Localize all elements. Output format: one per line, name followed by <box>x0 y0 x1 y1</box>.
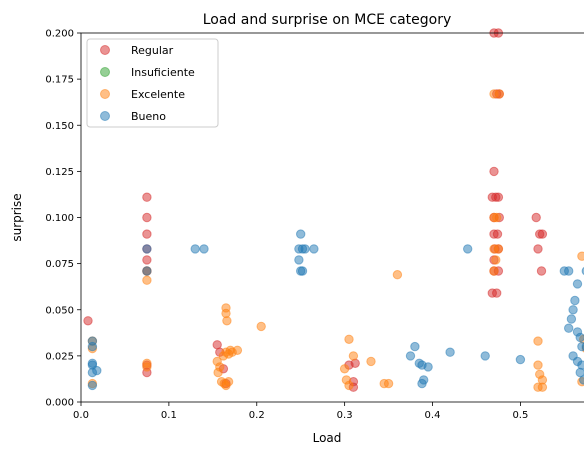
data-point <box>493 213 501 221</box>
data-point <box>367 357 375 365</box>
data-point <box>565 267 573 275</box>
data-point <box>143 213 151 221</box>
data-point <box>578 252 584 260</box>
data-point <box>411 342 419 350</box>
legend-marker <box>101 112 110 121</box>
data-point <box>214 368 222 376</box>
legend: Regular Insuficiente Excelente Bueno <box>87 39 218 127</box>
y-tick-label: 0.050 <box>45 305 74 316</box>
data-point <box>493 289 501 297</box>
data-point <box>464 245 472 253</box>
legend-label: Insuficiente <box>131 66 195 79</box>
data-point <box>224 378 232 386</box>
data-point <box>580 376 584 384</box>
data-point <box>345 381 353 389</box>
data-point <box>406 352 414 360</box>
data-point <box>567 315 575 323</box>
data-point <box>233 346 241 354</box>
data-point <box>573 280 581 288</box>
y-tick-label: 0.150 <box>45 121 74 132</box>
y-tick-label: 0.125 <box>45 167 74 178</box>
data-point <box>537 267 545 275</box>
data-point <box>534 337 542 345</box>
x-tick-label: 0.4 <box>425 410 441 421</box>
data-point <box>301 245 309 253</box>
data-point <box>534 245 542 253</box>
data-point <box>384 379 392 387</box>
x-tick-label: 0.3 <box>337 410 353 421</box>
data-point <box>297 230 305 238</box>
data-point <box>532 213 540 221</box>
data-point <box>424 363 432 371</box>
data-point <box>143 193 151 201</box>
data-point <box>565 324 573 332</box>
data-point <box>492 256 500 264</box>
x-tick-label: 0.0 <box>73 410 89 421</box>
x-tick-label: 0.1 <box>161 410 177 421</box>
data-point <box>418 379 426 387</box>
data-point <box>295 256 303 264</box>
legend-marker <box>101 90 110 99</box>
y-tick-label: 0.175 <box>45 75 74 86</box>
data-point <box>349 352 357 360</box>
data-point <box>93 366 101 374</box>
data-point <box>393 271 401 279</box>
data-point <box>494 193 502 201</box>
data-point <box>494 245 502 253</box>
x-axis-label: Load <box>313 431 342 445</box>
data-point <box>88 342 96 350</box>
y-tick-label: 0.100 <box>45 213 74 224</box>
data-point <box>200 245 208 253</box>
legend-label: Excelente <box>131 88 185 101</box>
data-point <box>538 383 546 391</box>
y-tick-label: 0.000 <box>45 398 74 409</box>
data-point <box>571 296 579 304</box>
data-point <box>345 335 353 343</box>
data-point <box>446 348 454 356</box>
y-tick-label: 0.200 <box>45 29 74 40</box>
data-point <box>191 245 199 253</box>
data-point <box>143 276 151 284</box>
data-point <box>495 90 503 98</box>
x-tick-label: 0.5 <box>512 410 528 421</box>
data-point <box>223 317 231 325</box>
data-point <box>298 267 306 275</box>
legend-marker <box>101 46 110 55</box>
legend-label: Bueno <box>131 110 166 123</box>
y-tick-label: 0.075 <box>45 259 74 270</box>
data-point <box>88 381 96 389</box>
x-tick-label: 0.2 <box>249 410 265 421</box>
data-point <box>143 363 151 371</box>
data-point <box>257 322 265 330</box>
y-axis-label: surprise <box>10 193 24 241</box>
data-point <box>576 333 584 341</box>
data-point <box>534 361 542 369</box>
data-point <box>143 256 151 264</box>
data-point <box>490 167 498 175</box>
y-tick-label: 0.025 <box>45 351 74 362</box>
data-point <box>143 230 151 238</box>
data-point <box>143 245 151 253</box>
data-point <box>538 230 546 238</box>
data-point <box>310 245 318 253</box>
legend-label: Regular <box>131 44 174 57</box>
data-point <box>340 365 348 373</box>
chart-title: Load and surprise on MCE category <box>203 12 452 28</box>
data-point <box>481 352 489 360</box>
data-point <box>569 306 577 314</box>
data-point <box>516 355 524 363</box>
data-point <box>84 317 92 325</box>
data-point <box>490 267 498 275</box>
data-point <box>493 230 501 238</box>
data-point <box>143 267 151 275</box>
legend-marker <box>101 68 110 77</box>
